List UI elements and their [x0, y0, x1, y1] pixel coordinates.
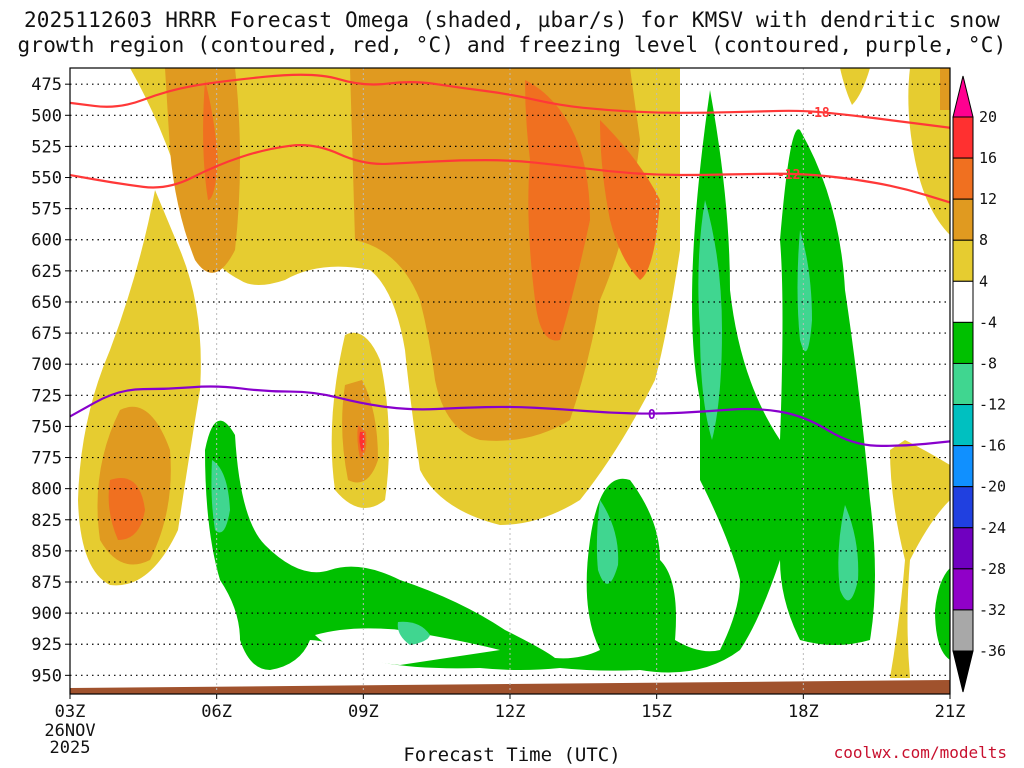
- omega-negative-area-right: [935, 568, 950, 660]
- omega-12-area-1: [525, 80, 590, 341]
- omega-negative-area-middle: [315, 628, 500, 665]
- xtick-label: 21Z: [935, 702, 966, 722]
- xtick-label: 18Z: [788, 702, 819, 722]
- ytick-label: 575: [31, 200, 62, 220]
- ytick-label: 750: [31, 417, 62, 437]
- ytick-label: 600: [31, 231, 62, 251]
- isotherm-lines: [70, 73, 950, 447]
- omega-8-area-right: [940, 68, 950, 110]
- omega-8-neg-area-4: [596, 500, 619, 584]
- x-axis-label: Forecast Time (UTC): [403, 744, 621, 766]
- start-date-label: 26NOV: [44, 721, 95, 741]
- xtick-label: 15Z: [641, 702, 672, 722]
- colorbar-swatch: [952, 239, 974, 282]
- isotherm-line: [70, 385, 950, 447]
- colorbar-label: 12: [979, 190, 997, 208]
- y-axis: 475 500 525 550 575 600 625 650 675 700 725 750 775 8…: [31, 75, 70, 686]
- omega-8-neg-area-5: [838, 505, 859, 601]
- ytick-label: 475: [31, 75, 62, 95]
- ytick-label: 500: [31, 106, 62, 126]
- ytick-label: 650: [31, 293, 62, 313]
- ytick-label: 900: [31, 604, 62, 624]
- colorbar-top-arrow: [952, 75, 974, 118]
- ytick-label: 525: [31, 137, 62, 157]
- ytick-label: 700: [31, 355, 62, 375]
- omega-8-neg-area-6: [397, 621, 430, 645]
- colorbar-swatch: [952, 486, 974, 529]
- omega-16-area-1: [359, 432, 365, 452]
- colorbar-swatch: [952, 198, 974, 241]
- omega-positive-area-topright2: [840, 68, 870, 105]
- ytick-label: 550: [31, 169, 62, 189]
- colorbar-label: -28: [979, 560, 1006, 578]
- colorbar-swatch: [952, 404, 974, 447]
- ytick-label: 925: [31, 635, 62, 655]
- colorbar-label: 8: [979, 231, 988, 249]
- ytick-label: 950: [31, 666, 62, 686]
- omega-8-area-left: [165, 68, 240, 273]
- surface-terrain: [70, 680, 950, 694]
- xtick-label: 09Z: [348, 702, 379, 722]
- ytick-label: 775: [31, 449, 62, 469]
- omega-12-area-4: [108, 478, 145, 540]
- colorbar-label: -4: [979, 313, 997, 331]
- colorbar-label: -20: [979, 478, 1006, 496]
- credit-link[interactable]: coolwx.com/modelts: [833, 743, 1007, 762]
- isotherm-label: 0: [648, 408, 656, 423]
- ytick-label: 625: [31, 262, 62, 282]
- isotherm-label: -18: [806, 106, 830, 121]
- colorbar-label: -16: [979, 437, 1006, 455]
- colorbar-label: -32: [979, 601, 1006, 619]
- ytick-label: 675: [31, 324, 62, 344]
- colorbar-label: -36: [979, 642, 1006, 660]
- ytick-label: 800: [31, 480, 62, 500]
- colorbar-bottom-arrow: [952, 650, 974, 693]
- omega-positive-area-topright: [908, 68, 950, 235]
- isotherm-labels: -18 -12 0: [648, 106, 830, 423]
- colorbar-swatch: [952, 321, 974, 364]
- omega-8-neg-area-2: [698, 200, 722, 440]
- colorbar: 20 16 12 8 4 -4 -8 -12 -16 -20 -24 -28 -32 -36: [952, 75, 1006, 693]
- colorbar-label: -12: [979, 396, 1006, 414]
- xtick-label: 03Z: [55, 702, 86, 722]
- colorbar-label: 4: [979, 272, 988, 290]
- omega-8-neg-area-3: [797, 230, 812, 352]
- colorbar-swatch: [952, 527, 974, 570]
- colorbar-label: -24: [979, 519, 1006, 537]
- omega-positive-area-lowerright: [890, 440, 950, 678]
- colorbar-swatch: [952, 362, 974, 406]
- ytick-label: 725: [31, 386, 62, 406]
- colorbar-swatch: [952, 568, 974, 611]
- omega-12-area-2: [600, 120, 660, 280]
- colorbar-swatch: [952, 609, 974, 652]
- start-date-label: 2025: [50, 738, 91, 758]
- isotherm-line: [70, 144, 950, 204]
- colorbar-swatch: [952, 157, 974, 200]
- omega-shading: [78, 68, 950, 678]
- isotherm-line: [70, 73, 950, 129]
- colorbar-swatch: [952, 445, 974, 488]
- colorbar-label: 16: [979, 149, 997, 167]
- ytick-label: 825: [31, 511, 62, 531]
- xtick-label: 12Z: [495, 702, 526, 722]
- ytick-label: 850: [31, 542, 62, 562]
- chart-title-line2: growth region (contoured, red, °C) and f…: [17, 33, 1007, 57]
- isotherm-label: -12: [777, 168, 800, 183]
- colorbar-swatch: [952, 280, 974, 323]
- colorbar-label: -8: [979, 354, 997, 372]
- ytick-label: 875: [31, 573, 62, 593]
- chart-title-line1: 2025112603 HRRR Forecast Omega (shaded, …: [23, 8, 1001, 32]
- omega-8-neg-area-1: [211, 460, 230, 533]
- xtick-label: 06Z: [201, 702, 232, 722]
- colorbar-label: 20: [979, 108, 997, 126]
- colorbar-swatch: [952, 116, 974, 159]
- time-gridlines: [216, 68, 804, 694]
